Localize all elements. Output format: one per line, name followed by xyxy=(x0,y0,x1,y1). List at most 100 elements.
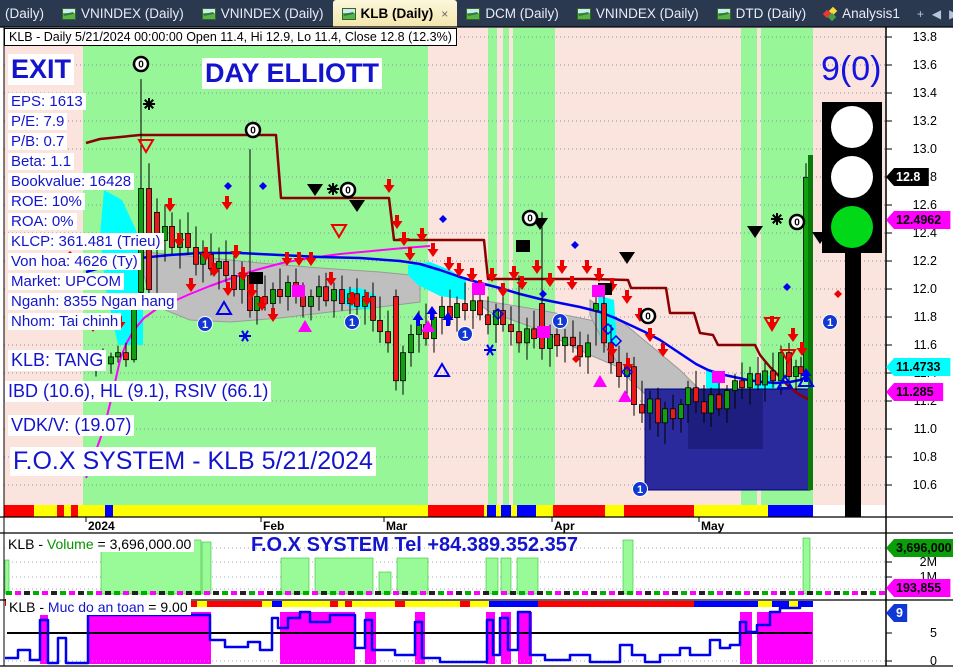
tab-vnindex-daily-[interactable]: VNINDEX (Daily) xyxy=(53,0,193,27)
info-label: KLCP: 361.481 (Trieu) xyxy=(8,233,164,251)
svg-text:10.8: 10.8 xyxy=(913,450,937,464)
tab-label: DTD (Daily) xyxy=(735,6,807,21)
svg-text:0: 0 xyxy=(527,214,533,225)
x-axis-label: May xyxy=(701,519,725,533)
info-label: P/E: 7.9 xyxy=(8,113,68,131)
tab-bar: (Daily) VNINDEX (Daily) VNINDEX (Daily) KLB… xyxy=(0,0,953,27)
tab-label: VNINDEX (Daily) xyxy=(220,6,324,21)
info-label: Von hoa: 4626 (Ty) xyxy=(8,253,141,271)
tab-label: DCM (Daily) xyxy=(485,6,559,21)
svg-text:0: 0 xyxy=(345,186,351,197)
info-label: P/B: 0.7 xyxy=(8,133,68,151)
tab-klb-daily-[interactable]: KLB (Daily) × xyxy=(332,0,458,27)
svg-text:11.8: 11.8 xyxy=(914,310,937,324)
info-label: Beta: 1.1 xyxy=(8,153,75,171)
x-axis-label: Feb xyxy=(263,519,285,533)
volume-label-value: = 3,696,000.00 xyxy=(93,536,192,552)
chart-icon xyxy=(341,7,356,20)
svg-text:1: 1 xyxy=(637,484,643,496)
info-label: Nhom: Tai chinh xyxy=(8,313,122,331)
svg-text:0: 0 xyxy=(250,126,256,137)
x-axis-label: Apr xyxy=(554,519,575,533)
svg-text:12.8: 12.8 xyxy=(896,170,920,184)
tab--daily-[interactable]: (Daily) xyxy=(0,0,53,27)
tab-label: Analysis1 xyxy=(842,6,900,21)
chart-icon xyxy=(576,7,591,20)
info-label: EPS: 1613 xyxy=(8,93,86,111)
tab-vnindex-daily-[interactable]: VNINDEX (Daily) xyxy=(193,0,333,27)
svg-text:12.0: 12.0 xyxy=(913,282,937,296)
volume-pane-label: KLB - Volume = 3,696,000.00 xyxy=(5,536,195,553)
signal-count-label: 9(0) xyxy=(821,50,882,88)
svg-text:13.0: 13.0 xyxy=(913,142,937,156)
volume-label-name: Volume xyxy=(46,536,94,552)
trend-label: KLB: TANG xyxy=(8,350,107,371)
info-label: Nganh: 8355 Ngan hang xyxy=(8,293,178,311)
svg-text:5: 5 xyxy=(930,626,937,640)
svg-text:12.4962: 12.4962 xyxy=(896,213,941,227)
svg-text:13.4: 13.4 xyxy=(913,86,937,100)
svg-text:0: 0 xyxy=(645,312,651,323)
svg-text:11.4733: 11.4733 xyxy=(896,360,941,374)
safety-label-name: Muc do an toan xyxy=(47,599,145,615)
volume-label-ticker: KLB - xyxy=(8,536,47,552)
exit-signal-label: EXIT xyxy=(8,54,75,86)
svg-text:1: 1 xyxy=(202,319,208,331)
svg-text:13.6: 13.6 xyxy=(913,58,937,72)
svg-text:0: 0 xyxy=(794,218,800,229)
tab-label: KLB (Daily) xyxy=(360,6,434,21)
safety-pane-label: KLB - Muc do an toan = 9.00 xyxy=(6,599,191,616)
chart-icon xyxy=(716,7,731,20)
chart-icon xyxy=(62,7,76,20)
svg-text:12.4: 12.4 xyxy=(913,226,937,240)
svg-text:3,696,000: 3,696,000 xyxy=(896,541,952,555)
vdk-label: VDK/V: (19.07) xyxy=(8,415,135,436)
info-label: ROA: 0% xyxy=(8,213,77,231)
tab-label: (Daily) xyxy=(5,6,44,21)
svg-text:0: 0 xyxy=(930,654,937,668)
svg-text:1: 1 xyxy=(557,316,563,328)
day-elliott-label: DAY ELLIOTT xyxy=(202,58,383,90)
tab-analysis1[interactable]: Analysis1 xyxy=(815,0,909,27)
safety-label-ticker: KLB - xyxy=(9,599,48,615)
chart-title: KLB - Daily 5/21/2024 00:00:00 Open 11.4… xyxy=(4,28,457,47)
svg-text:12.2: 12.2 xyxy=(913,254,937,268)
close-tab-icon[interactable]: × xyxy=(441,6,449,21)
svg-text:0: 0 xyxy=(138,60,144,71)
tab-label: VNINDEX (Daily) xyxy=(81,6,184,21)
info-label: Market: UPCOM xyxy=(8,273,125,291)
safety-label-value: = 9.00 xyxy=(144,599,188,615)
tab-bar-tools: +◀▶≡ xyxy=(909,0,953,27)
svg-text:13.8: 13.8 xyxy=(913,30,937,44)
scroll-tabs-right-icon[interactable]: ▶ xyxy=(949,7,953,21)
x-axis-label: 2024 xyxy=(88,519,115,533)
chart-icon xyxy=(201,7,216,20)
svg-text:11.285: 11.285 xyxy=(896,385,934,399)
svg-text:11.0: 11.0 xyxy=(914,422,937,436)
fox-system-label: F.O.X SYSTEM - KLB 5/21/2024 xyxy=(10,447,376,476)
dock-icon[interactable]: + xyxy=(916,6,924,21)
svg-text:1: 1 xyxy=(462,329,468,341)
tab-dtd-daily-[interactable]: DTD (Daily) xyxy=(708,0,816,27)
info-label: Bookvalue: 16428 xyxy=(8,173,135,191)
svg-text:1: 1 xyxy=(827,317,833,329)
tab-vnindex-daily-[interactable]: VNINDEX (Daily) xyxy=(568,0,708,27)
x-axis-label: Mar xyxy=(386,519,408,533)
svg-text:9: 9 xyxy=(896,606,903,620)
svg-text:13.2: 13.2 xyxy=(913,114,937,128)
svg-text:1: 1 xyxy=(349,317,355,329)
info-label: ROE: 10% xyxy=(8,193,85,211)
svg-text:11.6: 11.6 xyxy=(914,338,937,352)
svg-text:193,855: 193,855 xyxy=(896,581,941,595)
tab-dcm-daily-[interactable]: DCM (Daily) xyxy=(457,0,568,27)
tab-label: VNINDEX (Daily) xyxy=(595,6,699,21)
chart-icon xyxy=(466,7,481,20)
svg-text:10.6: 10.6 xyxy=(913,478,937,492)
svg-text:2M: 2M xyxy=(920,555,937,569)
fox-telephone-label: F.O.X SYSTEM Tel +84.389.352.357 xyxy=(251,534,579,556)
svg-text:12.6: 12.6 xyxy=(913,198,937,212)
indicator-values-label: IBD (10.6), HL (9.1), RSIV (66.1) xyxy=(5,381,272,402)
scroll-tabs-left-icon[interactable]: ◀ xyxy=(931,6,942,21)
